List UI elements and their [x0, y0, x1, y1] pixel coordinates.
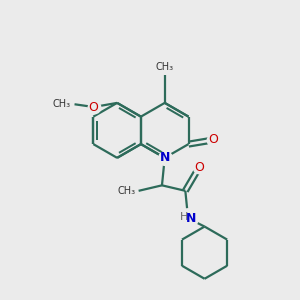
Text: N: N: [160, 152, 170, 164]
Text: CH₃: CH₃: [118, 186, 136, 196]
Text: CH₃: CH₃: [52, 99, 70, 109]
Text: H: H: [180, 212, 188, 222]
Text: N: N: [186, 212, 196, 225]
Text: O: O: [88, 100, 98, 113]
Text: O: O: [208, 134, 218, 146]
Text: CH₃: CH₃: [156, 62, 174, 73]
Text: O: O: [194, 161, 204, 174]
